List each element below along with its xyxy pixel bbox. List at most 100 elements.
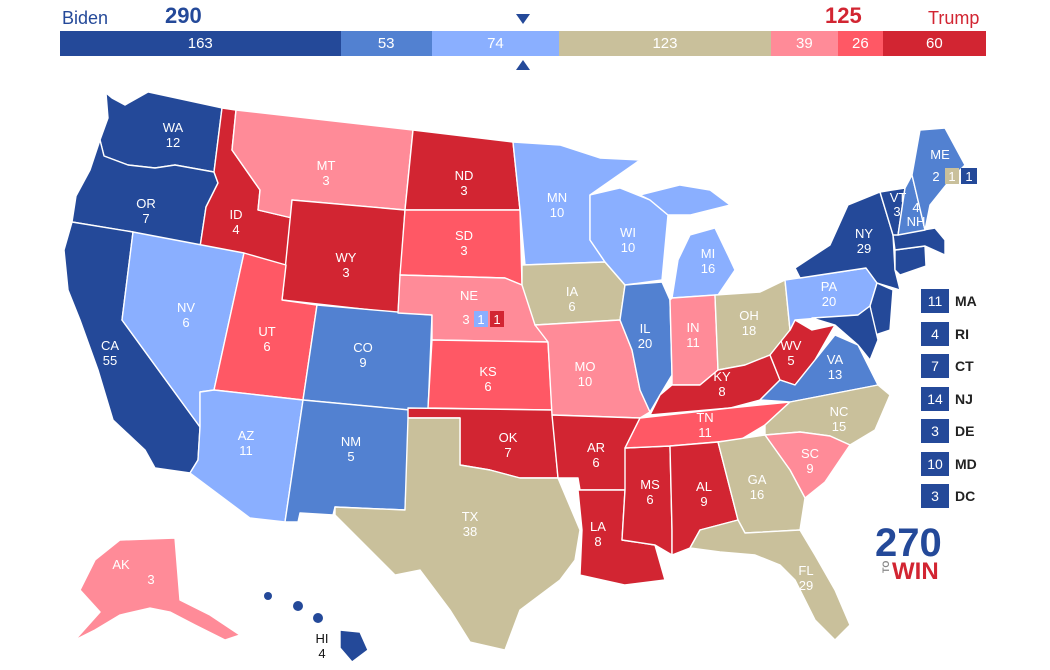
small-state-md-label: MD: [955, 455, 977, 472]
state-ct[interactable]: [894, 245, 927, 276]
label-la-abbr: LA: [590, 519, 606, 534]
270towin-logo: 270 TO WIN: [875, 521, 942, 584]
label-ne-d1: 1: [477, 312, 484, 327]
label-va-ev: 13: [828, 367, 842, 382]
label-nc-ev: 15: [832, 419, 846, 434]
state-labels: WA 12 OR 7 CA 55 ID 4 NV 6 MT 3 WY 3 UT …: [101, 120, 977, 593]
label-wa-abbr: WA: [163, 120, 184, 135]
label-ny-ev: 29: [857, 241, 871, 256]
label-ok-ev: 7: [504, 445, 511, 460]
small-state-ma-label: MA: [955, 293, 977, 309]
label-pa-abbr: PA: [821, 279, 838, 294]
state-hi-island1: [264, 592, 272, 600]
label-pa-ev: 20: [822, 294, 836, 309]
state-wa[interactable]: [99, 91, 223, 173]
label-az-ev: 11: [239, 443, 253, 458]
label-ak-abbr: AK: [112, 557, 130, 572]
biden-total: 290: [165, 3, 202, 28]
label-mn-ev: 10: [550, 205, 564, 220]
label-or-abbr: OR: [136, 196, 156, 211]
label-ks-ev: 6: [484, 379, 491, 394]
bar-segment-0: 163: [60, 31, 341, 56]
label-mt-abbr: MT: [317, 158, 336, 173]
label-wy-ev: 3: [342, 265, 349, 280]
label-nh-abbr: NH: [907, 214, 926, 229]
label-ok-abbr: OK: [499, 430, 518, 445]
trump-total: 125: [825, 3, 862, 28]
label-wi-abbr: WI: [620, 225, 636, 240]
me-district-d[interactable]: [961, 168, 977, 184]
state-md[interactable]: [811, 305, 879, 361]
label-nm-ev: 5: [347, 449, 354, 464]
state-tn[interactable]: [624, 401, 791, 449]
label-ut-abbr: UT: [258, 324, 275, 339]
label-tx-abbr: TX: [462, 509, 479, 524]
label-az-abbr: AZ: [238, 428, 255, 443]
label-me-d2: 1: [965, 169, 972, 184]
small-state-ct-box[interactable]: 7: [921, 354, 949, 378]
label-co-ev: 9: [359, 355, 366, 370]
label-nv-ev: 6: [182, 315, 189, 330]
label-ga-abbr: GA: [748, 472, 767, 487]
logo-number: 270: [875, 521, 942, 565]
label-wa-ev: 12: [166, 135, 180, 150]
label-vt-ev: 3: [893, 204, 900, 219]
state-ak[interactable]: [74, 537, 241, 641]
label-in-ev: 11: [686, 335, 700, 350]
label-hi-abbr: HI: [316, 631, 329, 646]
label-or-ev: 7: [142, 211, 149, 226]
label-ak-ev: 3: [147, 572, 154, 587]
small-state-ri-box[interactable]: 4: [921, 321, 949, 346]
small-state-de-label: DE: [955, 423, 975, 439]
small-state-ma-box[interactable]: 11: [921, 289, 949, 313]
logo-to: TO: [881, 561, 891, 573]
label-ga-ev: 16: [750, 487, 764, 502]
bar-segment-5: 26: [837, 31, 883, 56]
bar-segment-4: 39: [770, 31, 838, 56]
label-ms-ev: 6: [646, 492, 653, 507]
label-wy-abbr: WY: [336, 250, 357, 265]
small-state-de-box[interactable]: 3: [921, 419, 949, 443]
me-district-tossup[interactable]: [945, 168, 959, 184]
label-nd-ev: 3: [460, 183, 467, 198]
small-state-ct-label: CT: [955, 358, 974, 374]
label-ne-d2: 1: [493, 312, 500, 327]
state-tx[interactable]: [334, 417, 581, 651]
label-mo-ev: 10: [578, 374, 592, 389]
majority-marker-bottom: [516, 60, 530, 70]
label-wi-ev: 10: [621, 240, 635, 255]
state-ma[interactable]: [892, 227, 946, 256]
ne-district-d[interactable]: [474, 311, 488, 327]
biden-name: Biden: [62, 8, 109, 28]
label-tn-abbr: TN: [696, 410, 713, 425]
state-fl[interactable]: [689, 519, 851, 641]
majority-marker-top: [516, 14, 530, 24]
label-nh-ev: 4: [912, 200, 919, 215]
label-ut-ev: 6: [263, 339, 270, 354]
small-state-nj-box[interactable]: 14: [921, 386, 949, 411]
small-state-md-box[interactable]: 10: [921, 451, 949, 476]
label-il-ev: 20: [638, 336, 652, 351]
label-ny-abbr: NY: [855, 226, 873, 241]
state-mi-upper[interactable]: [639, 184, 731, 216]
label-me-abbr: ME: [930, 147, 950, 162]
bar-segment-6: 60: [882, 31, 986, 56]
state-mi[interactable]: [671, 227, 736, 299]
label-fl-abbr: FL: [798, 563, 813, 578]
small-state-nj-label: NJ: [955, 390, 973, 407]
label-in-abbr: IN: [687, 320, 700, 335]
label-ne-abbr: NE: [460, 288, 478, 303]
state-co[interactable]: [302, 304, 433, 413]
small-state-ri-label: RI: [955, 325, 969, 342]
state-nj[interactable]: [869, 282, 894, 336]
state-wi[interactable]: [589, 187, 669, 286]
label-nv-abbr: NV: [177, 300, 195, 315]
ne-district-r[interactable]: [490, 311, 504, 327]
small-state-dc-box[interactable]: 3: [921, 484, 949, 508]
label-mi-abbr: MI: [701, 246, 715, 261]
label-mt-ev: 3: [322, 173, 329, 188]
bar-segment-1: 53: [340, 31, 432, 56]
state-hi[interactable]: [339, 629, 369, 663]
label-ia-abbr: IA: [566, 284, 579, 299]
